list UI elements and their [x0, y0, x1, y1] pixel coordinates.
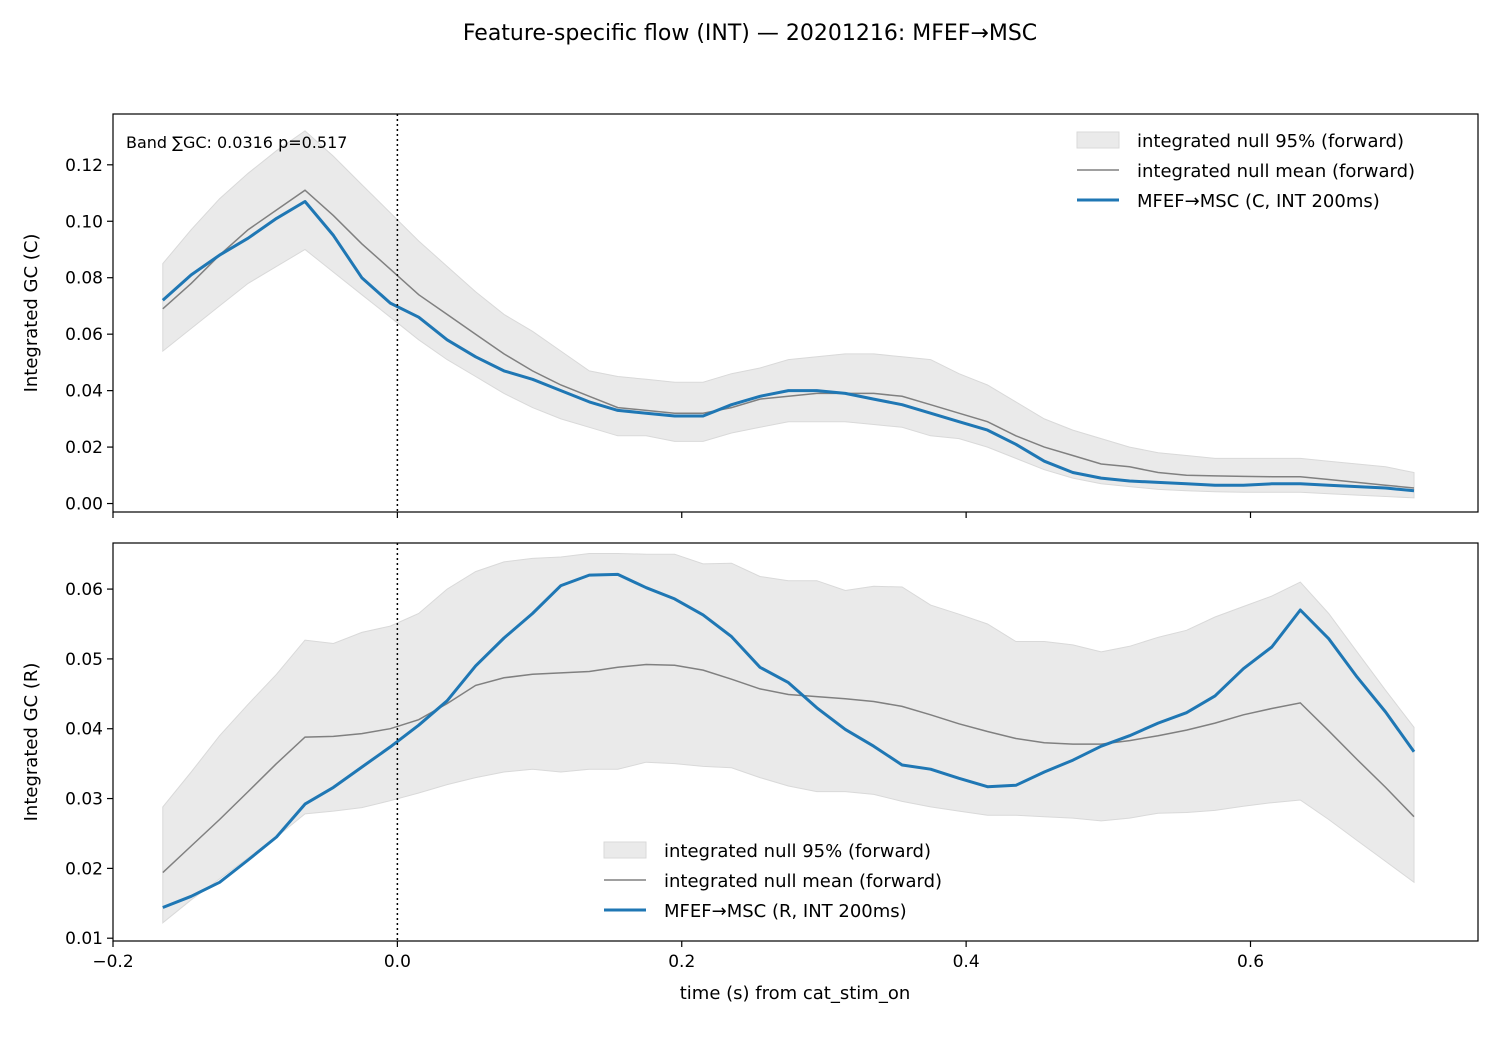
- x-tick-label: 0.4: [953, 952, 980, 972]
- y-tick-label: 0.05: [65, 650, 103, 670]
- legend-swatch-band: [603, 841, 647, 859]
- x-tick-label: −0.2: [92, 952, 133, 972]
- figure-title: Feature-specific flow (INT) — 20201216: …: [463, 21, 1037, 46]
- panel-bottom: −0.2 0.0 0.2 0.4 0.6 0.01 0.02 0.03 0.04 0.05 0.06…: [21, 542, 1479, 972]
- null-mean-line: [162, 663, 1415, 874]
- axes-frame: [112, 113, 1479, 513]
- y-tick-label: 0.08: [65, 269, 103, 289]
- y-tick-label: 0.10: [65, 212, 103, 232]
- legend-entry: MFEF→MSC (C, INT 200ms): [1137, 191, 1380, 212]
- null-band-95: [162, 553, 1415, 924]
- legend: integrated null 95% (forward) integrated …: [603, 841, 942, 922]
- legend-swatch-band: [1076, 131, 1120, 149]
- band-sum-annotation: Band ∑GC: 0.0316 p=0.517: [126, 133, 347, 152]
- y-tick-label: 0.04: [65, 720, 103, 740]
- legend: integrated null 95% (forward) integrated …: [1076, 131, 1415, 212]
- observed-line: [161, 200, 1415, 493]
- y-tick-label: 0.12: [65, 156, 103, 176]
- y-tick-label: 0.04: [65, 382, 103, 402]
- legend-entry: integrated null 95% (forward): [664, 841, 931, 862]
- y-axis-label: Integrated GC (C): [21, 234, 42, 393]
- y-tick-label: 0.03: [65, 790, 103, 810]
- legend-entry: integrated null mean (forward): [1137, 161, 1415, 182]
- y-tick-label: 0.02: [65, 859, 103, 879]
- x-axis-label: time (s) from cat_stim_on: [680, 983, 911, 1004]
- y-tick-label: 0.06: [65, 325, 103, 345]
- x-tick-label: 0.2: [668, 952, 695, 972]
- x-tick-label: 0.0: [384, 952, 411, 972]
- null-mean-line: [162, 189, 1415, 489]
- y-tick-label: 0.01: [65, 929, 103, 949]
- panel-top: 0.00 0.02 0.04 0.06 0.08 0.10 0.12 Integrated G…: [21, 113, 1479, 518]
- y-axis-label: Integrated GC (R): [21, 663, 42, 822]
- x-tick-label: 0.6: [1237, 952, 1264, 972]
- observed-line: [162, 572, 1416, 909]
- y-tick-label: 0.00: [65, 495, 103, 515]
- legend-entry: integrated null mean (forward): [664, 871, 942, 892]
- y-tick-label: 0.02: [65, 438, 103, 458]
- axes-frame: [112, 542, 1479, 942]
- null-band-95: [162, 130, 1415, 499]
- legend-entry: MFEF→MSC (R, INT 200ms): [664, 901, 907, 922]
- y-tick-label: 0.06: [65, 580, 103, 600]
- legend-entry: integrated null 95% (forward): [1137, 131, 1404, 152]
